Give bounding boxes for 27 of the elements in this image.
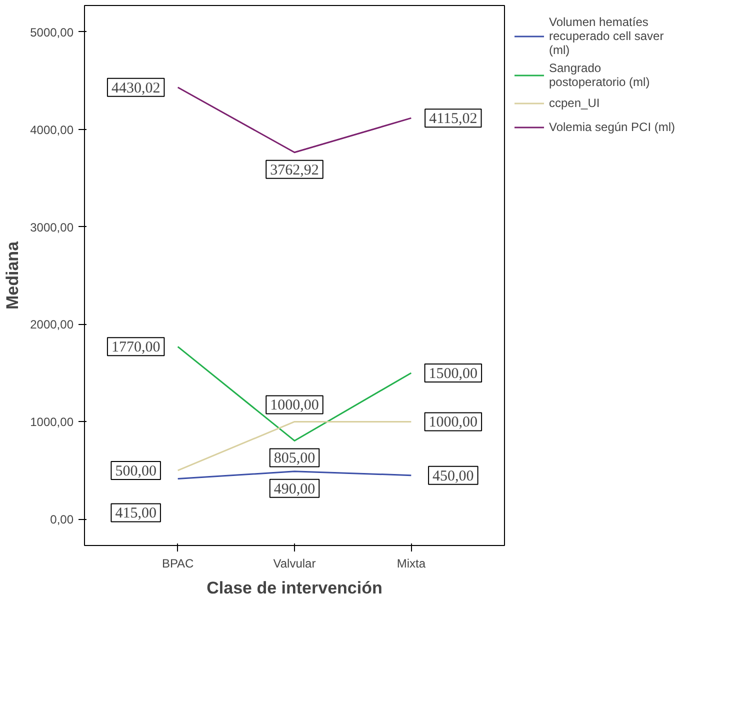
y-tick-label: 2000,00 [30,318,74,332]
x-tick-label: BPAC [162,556,194,570]
x-tick-label: Valvular [273,556,316,570]
data-label: 805,00 [274,450,316,467]
data-label: 1770,00 [111,340,160,356]
data-label: 415,00 [115,506,156,522]
x-tick-label: Mixta [396,556,426,570]
data-label: 3762,92 [270,162,319,178]
y-tick-label: 1000,00 [30,415,74,430]
data-label: 500,00 [115,463,156,480]
data-label: 450,00 [432,468,474,484]
data-label: 1000,00 [270,398,319,414]
y-tick-label: 0,00 [50,512,74,527]
data-label: 1000,00 [428,414,478,431]
data-label: 490,00 [274,481,316,498]
legend-label: Volumen hematíes recuperado cell saver (ml) [549,15,664,57]
y-axis-title: Mediana [3,240,22,310]
y-tick-label: 5000,00 [30,25,74,40]
legend-label: ccpen_UI [549,96,600,110]
data-label: 4115,02 [429,111,478,128]
y-tick-label: 4000,00 [30,122,74,137]
data-label: 4430,02 [111,80,160,96]
legend-label: Sangrado postoperatorio (ml) [549,61,650,89]
legend-label: Volemia según PCI (ml) [549,120,676,134]
x-axis-title: Clase de intervención [206,578,382,598]
data-label: 1500,00 [428,366,478,382]
y-tick-label: 3000,00 [30,220,74,234]
